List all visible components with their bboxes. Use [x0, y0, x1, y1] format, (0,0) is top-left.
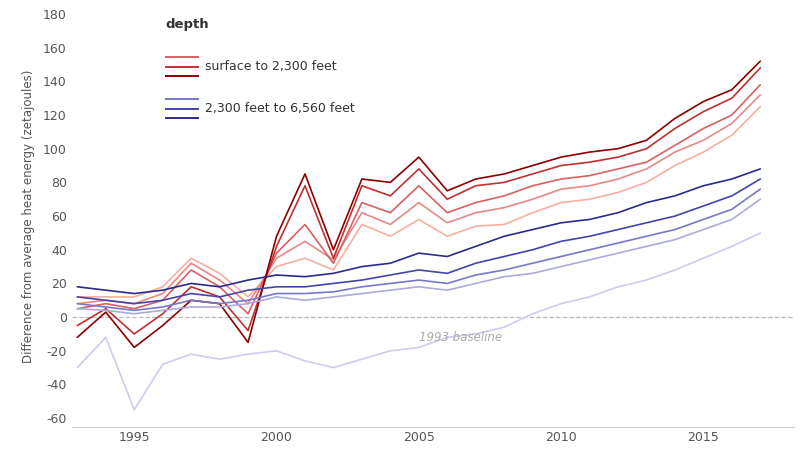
Y-axis label: Difference from average heat energy (zetajoules): Difference from average heat energy (zet… — [22, 69, 34, 363]
Text: 2,300 feet to 6,560 feet: 2,300 feet to 6,560 feet — [206, 102, 355, 115]
Text: surface to 2,300 feet: surface to 2,300 feet — [206, 60, 337, 73]
Text: 1993 baseline: 1993 baseline — [419, 331, 502, 344]
Text: depth: depth — [166, 18, 210, 31]
